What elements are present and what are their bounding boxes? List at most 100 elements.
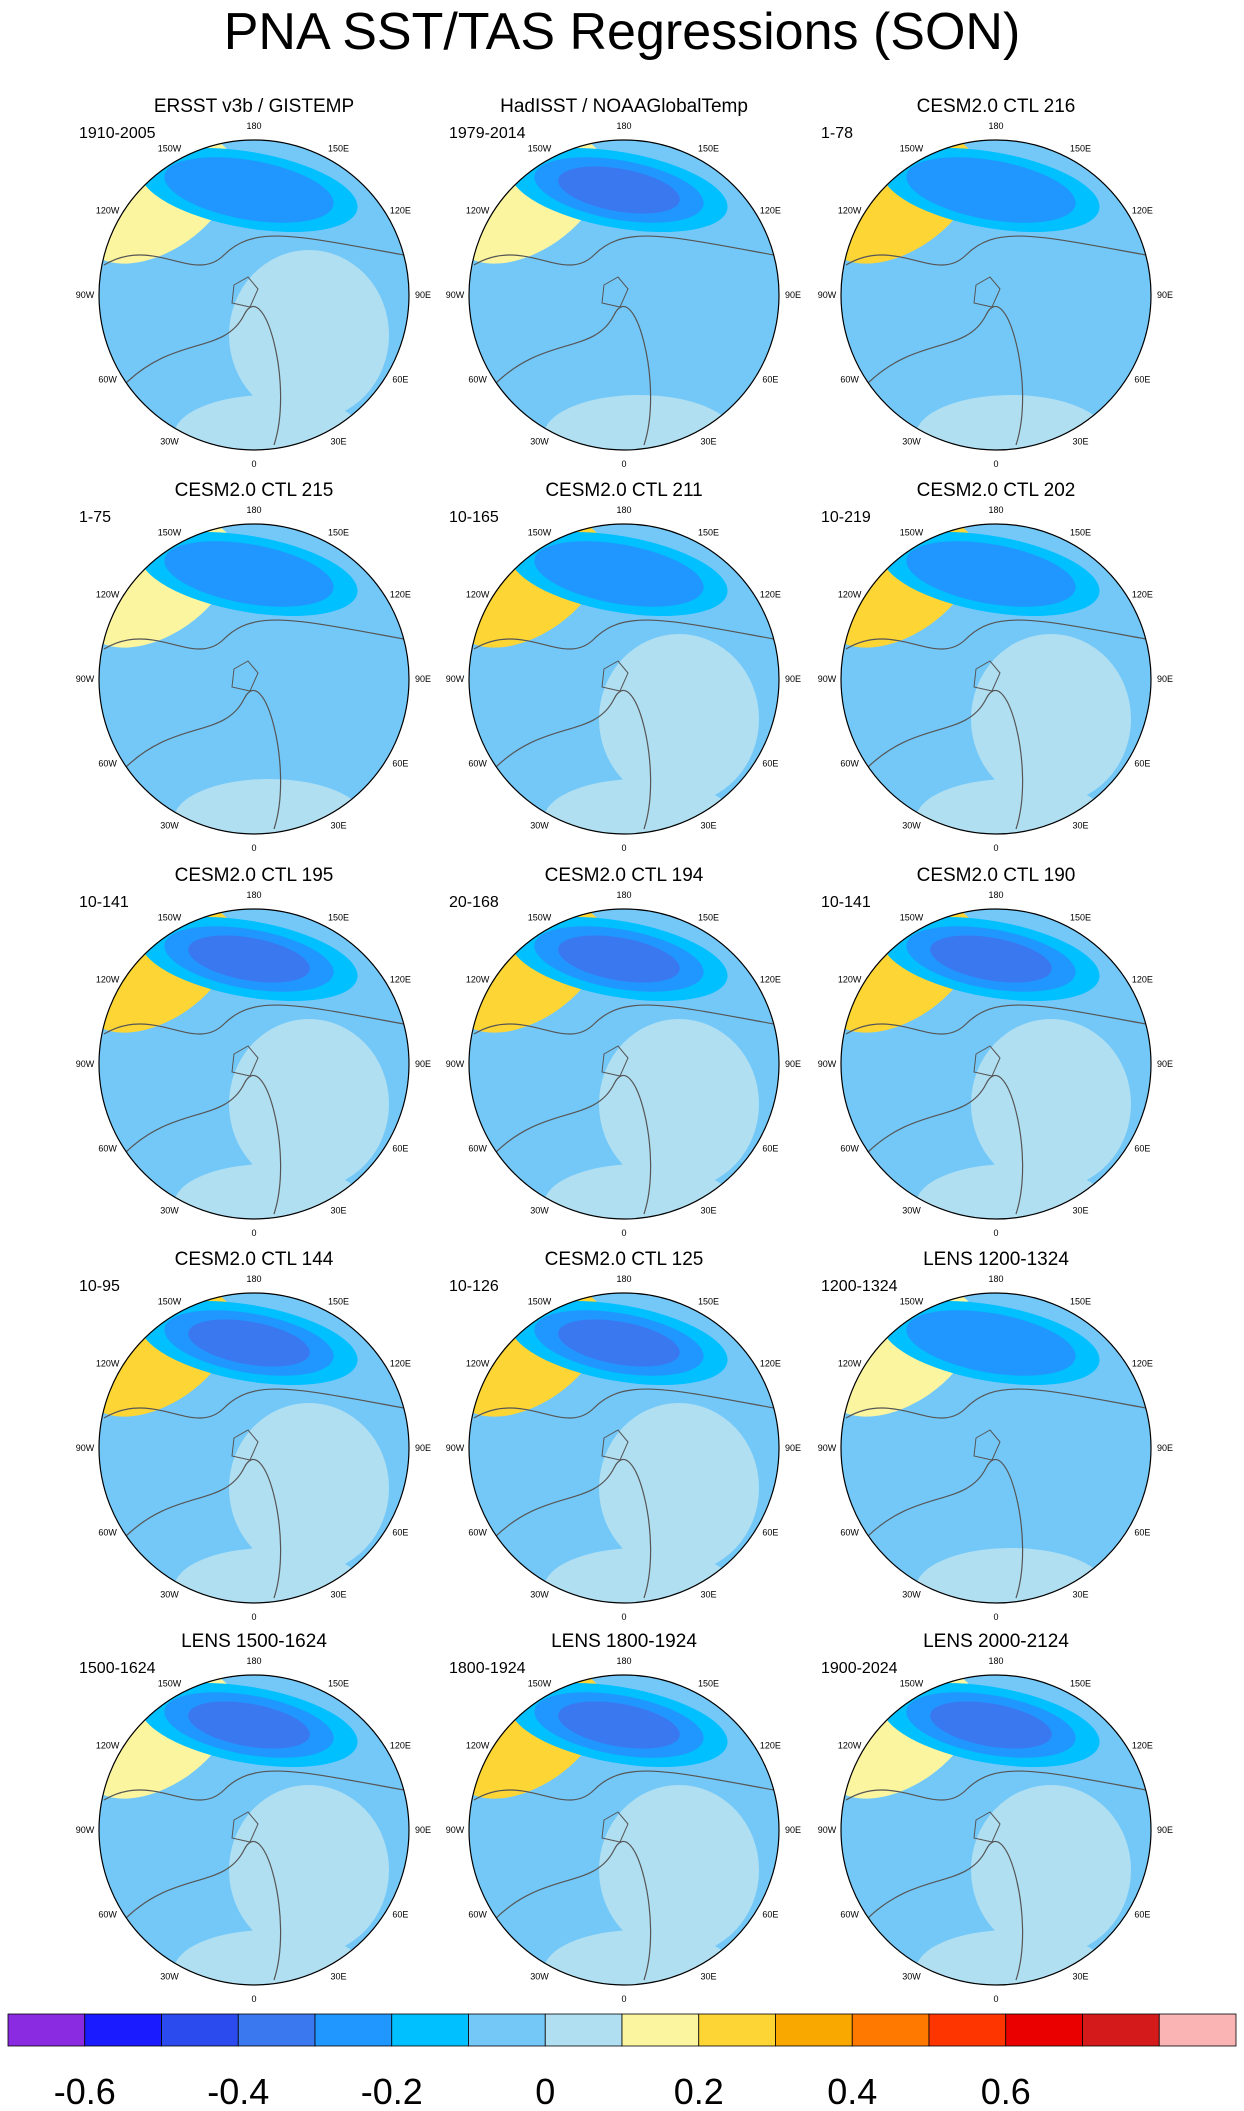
map-panel: HadISST / NOAAGlobalTemp 1979-2014 180 150E… bbox=[446, 96, 801, 469]
coastline bbox=[231, 1811, 259, 1843]
longitude-label: 150E bbox=[1070, 1679, 1091, 1689]
longitude-label: 60E bbox=[1134, 759, 1150, 769]
panel-period: 1910-2005 bbox=[79, 125, 156, 142]
longitude-label: 90W bbox=[76, 1443, 95, 1453]
panel-period: 1-78 bbox=[821, 125, 853, 142]
coastline bbox=[845, 1388, 1147, 1419]
longitude-label: 90W bbox=[446, 290, 465, 300]
pacific-cold-anomaly bbox=[558, 166, 680, 214]
coastline bbox=[473, 235, 775, 266]
longitude-label: 180 bbox=[616, 505, 631, 515]
longitude-label: 90W bbox=[76, 674, 95, 684]
longitude-label: 180 bbox=[616, 1274, 631, 1284]
longitude-label: 30E bbox=[330, 436, 346, 446]
pacific-cold-anomaly bbox=[930, 935, 1052, 983]
map-panel: CESM2.0 CTL 216 1-78 180 150E 120E 90E 60E 30E 0… bbox=[818, 96, 1173, 469]
longitude-label: 30E bbox=[700, 820, 716, 830]
eurasia-anomaly bbox=[599, 634, 759, 804]
longitude-label: 30E bbox=[1072, 436, 1088, 446]
panel-title: CESM2.0 CTL 216 bbox=[917, 96, 1076, 117]
longitude-label: 30E bbox=[700, 436, 716, 446]
longitude-label: 150E bbox=[328, 913, 349, 923]
longitude-label: 90E bbox=[785, 1443, 801, 1453]
coastline bbox=[231, 660, 259, 692]
eurasia-anomaly bbox=[971, 1403, 1131, 1573]
longitude-label: 60W bbox=[840, 1528, 859, 1538]
longitude-label: 30W bbox=[160, 1205, 179, 1215]
longitude-label: 90E bbox=[415, 290, 431, 300]
longitude-label: 90E bbox=[1157, 1059, 1173, 1069]
longitude-label: 150E bbox=[1070, 528, 1091, 538]
coastline bbox=[103, 619, 405, 650]
longitude-label: 120E bbox=[1132, 975, 1153, 985]
atlantic-anomaly bbox=[544, 1548, 734, 1603]
pacific-cold-anomaly bbox=[164, 541, 334, 607]
longitude-label: 30E bbox=[330, 1205, 346, 1215]
coastline bbox=[865, 689, 1024, 830]
longitude-label: 150W bbox=[158, 528, 182, 538]
map-border bbox=[98, 523, 410, 835]
longitude-label: 30W bbox=[902, 1205, 921, 1215]
coastline bbox=[231, 1429, 259, 1461]
atlantic-anomaly bbox=[916, 779, 1106, 834]
longitude-label: 180 bbox=[246, 1274, 261, 1284]
map-border bbox=[98, 139, 410, 451]
longitude-label: 180 bbox=[616, 1656, 631, 1666]
longitude-label: 60W bbox=[468, 375, 487, 385]
panel-title: LENS 1200-1324 bbox=[923, 1249, 1069, 1270]
longitude-label: 180 bbox=[988, 505, 1003, 515]
longitude-label: 60E bbox=[762, 1144, 778, 1154]
eurasia-anomaly bbox=[229, 1785, 389, 1955]
panel-period: 10-95 bbox=[79, 1278, 120, 1295]
longitude-label: 120W bbox=[96, 1741, 120, 1751]
coastline bbox=[845, 1770, 1147, 1801]
map-panel: ERSST v3b / GISTEMP 1910-2005 180 150E 120E 9… bbox=[76, 96, 431, 469]
pacific-cold-anomaly bbox=[558, 935, 680, 983]
longitude-label: 60W bbox=[468, 1144, 487, 1154]
coastline bbox=[103, 1388, 405, 1419]
coastline bbox=[473, 1770, 775, 1801]
longitude-label: 150W bbox=[528, 913, 552, 923]
panel-period: 1979-2014 bbox=[449, 125, 526, 142]
coastline bbox=[973, 1429, 1001, 1461]
longitude-label: 60W bbox=[840, 1910, 859, 1920]
longitude-label: 30W bbox=[902, 1971, 921, 1981]
coastline bbox=[973, 660, 1001, 692]
map-panel: LENS 2000-2124 1900-2024 180 150E 120E 90E 60E… bbox=[818, 1631, 1173, 2004]
longitude-label: 90E bbox=[415, 1443, 431, 1453]
coastline bbox=[845, 235, 1147, 266]
longitude-label: 120E bbox=[760, 975, 781, 985]
longitude-label: 150E bbox=[1070, 1297, 1091, 1307]
longitude-label: 90W bbox=[446, 1443, 465, 1453]
coastline bbox=[973, 1045, 1001, 1077]
longitude-label: 0 bbox=[621, 1994, 626, 2004]
longitude-label: 120W bbox=[466, 975, 490, 985]
longitude-label: 60W bbox=[468, 1910, 487, 1920]
longitude-label: 150W bbox=[900, 1679, 924, 1689]
map-border bbox=[840, 139, 1152, 451]
map-panel: CESM2.0 CTL 215 1-75 180 150E 120E 90E 60E 30E 0… bbox=[76, 480, 431, 853]
map-panel: LENS 1500-1624 1500-1624 180 150E 120E 90E 60E… bbox=[76, 1631, 431, 2004]
eurasia-anomaly bbox=[599, 250, 759, 420]
coastline bbox=[123, 305, 282, 446]
longitude-label: 180 bbox=[246, 505, 261, 515]
longitude-label: 120E bbox=[760, 590, 781, 600]
longitude-label: 0 bbox=[251, 1612, 256, 1622]
longitude-label: 30E bbox=[1072, 1971, 1088, 1981]
longitude-label: 0 bbox=[251, 1228, 256, 1238]
longitude-label: 60W bbox=[98, 759, 117, 769]
panel-period: 20-168 bbox=[449, 894, 499, 911]
longitude-label: 30E bbox=[700, 1971, 716, 1981]
longitude-label: 30E bbox=[330, 1971, 346, 1981]
longitude-label: 150W bbox=[158, 144, 182, 154]
eurasia-anomaly bbox=[229, 634, 389, 804]
pacific-cold-anomaly bbox=[906, 541, 1076, 607]
longitude-label: 180 bbox=[616, 121, 631, 131]
longitude-label: 180 bbox=[616, 890, 631, 900]
pacific-cold-anomaly bbox=[188, 1701, 310, 1749]
pacific-cold-anomaly bbox=[930, 1701, 1052, 1749]
panel-title: CESM2.0 CTL 190 bbox=[917, 865, 1076, 886]
map-panel: CESM2.0 CTL 144 10-95 180 150E 120E 90E 60E 30E… bbox=[76, 1249, 431, 1622]
coastline bbox=[123, 1074, 282, 1215]
